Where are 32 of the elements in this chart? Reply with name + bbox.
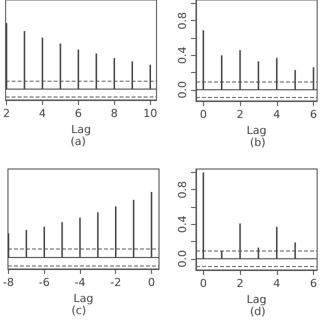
x-tick-label: -8 — [3, 276, 14, 289]
x-tick-label: 2 — [236, 277, 244, 290]
y-tick-label: 0.8 — [176, 12, 189, 30]
x-tick-label: -4 — [74, 276, 86, 289]
x-tick-label: 6 — [74, 107, 82, 120]
text: (c) — [72, 304, 86, 317]
x-axis-title: Lag — [71, 122, 91, 136]
x-tick-label: 2 — [236, 108, 244, 121]
x-tick-label: 10 — [143, 107, 158, 120]
x-tick-label: 6 — [310, 108, 317, 121]
text: (b) — [250, 136, 266, 149]
x-tick-label: -2 — [110, 276, 122, 289]
y-tick-label: 0.0 — [176, 250, 189, 268]
x-axis-title: Lag — [246, 292, 267, 306]
x-tick-label: -6 — [38, 276, 50, 289]
text: (d) — [250, 305, 266, 318]
x-tick-label: 6 — [310, 277, 317, 290]
y-tick-label: 0.0 — [176, 81, 189, 99]
x-axis-title: Lag — [74, 292, 94, 305]
x-tick-label: 0 — [200, 108, 207, 121]
x-axis-title: Lag — [246, 124, 267, 137]
x-tick-label: 0 — [148, 276, 155, 289]
x-tick-label: 8 — [110, 107, 118, 120]
y-tick-label: 0.4 — [176, 216, 189, 233]
x-tick-label: 4 — [38, 107, 46, 120]
x-tick-label: 4 — [273, 108, 280, 121]
x-tick-label: 0 — [200, 277, 207, 290]
y-tick-label: 0.8 — [176, 180, 189, 198]
x-tick-label: 4 — [273, 277, 280, 290]
y-tick-label: 0.4 — [176, 46, 189, 64]
x-tick-label: 2 — [2, 107, 10, 120]
text: (a) — [70, 135, 86, 148]
